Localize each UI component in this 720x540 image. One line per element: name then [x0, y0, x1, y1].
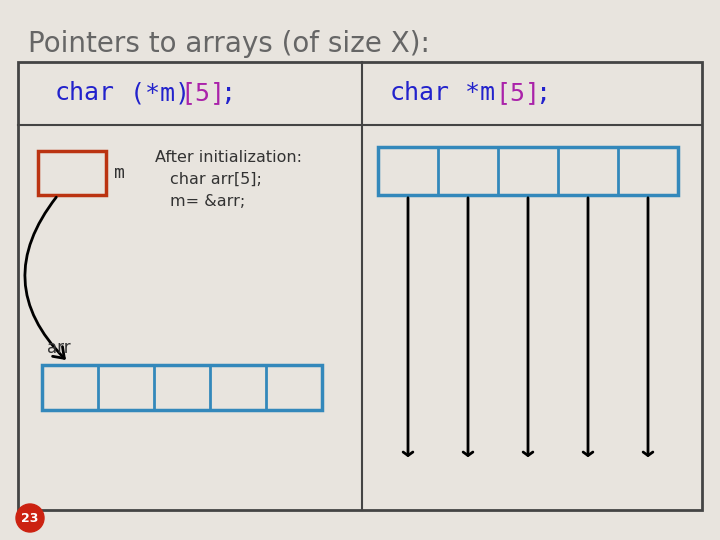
Text: char: char — [55, 82, 115, 105]
Text: After initialization:: After initialization: — [155, 150, 302, 165]
Text: Pointers to arrays (of size X):: Pointers to arrays (of size X): — [28, 30, 430, 58]
Text: 23: 23 — [22, 511, 39, 524]
Bar — [378, 147, 678, 195]
Text: arr: arr — [47, 339, 71, 357]
Text: m= &arr;: m= &arr; — [170, 194, 246, 209]
Text: (*m): (*m) — [115, 82, 190, 105]
Bar — [18, 62, 702, 510]
Text: *m: *m — [450, 82, 495, 105]
Text: ;: ; — [220, 82, 235, 105]
Text: ;: ; — [535, 82, 550, 105]
Circle shape — [16, 504, 44, 532]
FancyArrowPatch shape — [25, 197, 64, 359]
Text: char arr[5];: char arr[5]; — [170, 172, 262, 187]
Text: [5]: [5] — [495, 82, 540, 105]
Bar — [38, 151, 106, 195]
Text: [5]: [5] — [180, 82, 225, 105]
Text: m: m — [114, 164, 125, 182]
Text: char: char — [390, 82, 450, 105]
Bar — [42, 365, 322, 410]
